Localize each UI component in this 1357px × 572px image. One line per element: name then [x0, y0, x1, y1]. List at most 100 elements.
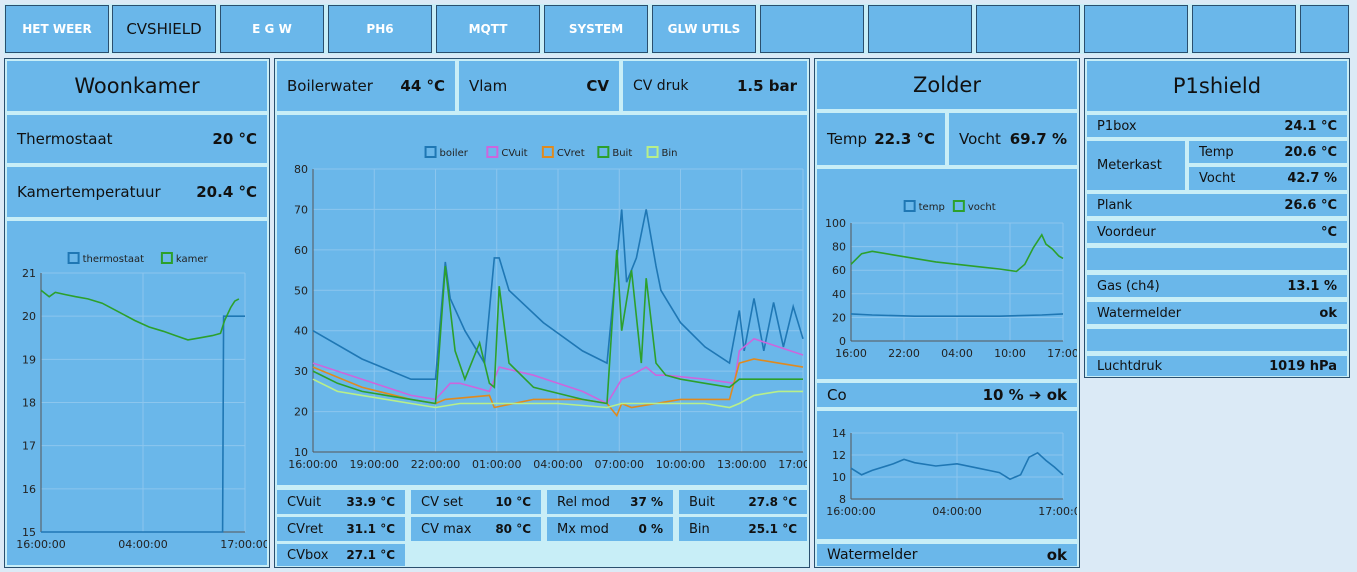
relmod-cell: Rel mod 37 %: [547, 490, 673, 514]
luchtdruk-value: 1019 hPa: [1269, 358, 1337, 374]
woonkamer-chart-cell: 15 16 17 18 19 20 21 16:00:00 04:00:00 17:00:00 th…: [7, 221, 270, 565]
zolder-watermelder-value: ok: [1046, 546, 1067, 564]
tab-mqtt[interactable]: MQTT: [436, 5, 540, 53]
voordeur-label: Voordeur: [1097, 224, 1156, 240]
tab-egw[interactable]: E G W: [220, 5, 324, 53]
tab-system[interactable]: SYSTEM: [544, 5, 648, 53]
y-tick-label: 20: [832, 311, 846, 324]
cvmax-cell: CV max 80 °C: [411, 517, 541, 541]
y-tick-label: 16: [22, 483, 36, 496]
plank-value: 26.6 °C: [1284, 197, 1337, 213]
legend-swatch: [597, 146, 610, 158]
p1-watermelder-row: Watermelder ok: [1087, 302, 1347, 324]
cv-chart-cell: 10 20 30 40 50 60 70 80 16:00:00 19:00:00 22:00:00…: [277, 115, 828, 485]
y-tick-label: 20: [294, 406, 308, 419]
meterkast-vocht-label: Vocht: [1199, 171, 1236, 186]
bin-label: Bin: [689, 521, 710, 537]
tab-empty-2[interactable]: [868, 5, 972, 53]
x-tick-label: 17:00: [1047, 347, 1077, 360]
meterkast-cell: Meterkast: [1087, 141, 1185, 190]
buit-value: 27.8 °C: [748, 495, 797, 509]
p1shield-panel: P1shield P1box 24.1 °C Meterkast Temp 20…: [1084, 58, 1350, 378]
y-tick-label: 18: [22, 397, 36, 410]
zolder-chart: 0 20 40 60 80 100 16:00 22:00 04:00 10:00 17:00 tem…: [825, 200, 1079, 360]
series-line: [850, 313, 1064, 317]
x-tick-label: 17:00:00: [1038, 505, 1077, 518]
cvret-value: 31.1 °C: [346, 522, 395, 536]
y-tick-label: 17: [22, 440, 36, 453]
legend-swatch: [903, 200, 916, 212]
thermostaat-value: 20 °C: [212, 130, 257, 148]
legend-label: Buit: [612, 148, 632, 159]
tab-ph6[interactable]: PH6: [328, 5, 432, 53]
mxmod-cell: Mx mod 0 %: [547, 517, 673, 541]
cvdruk-label: CV druk: [633, 78, 689, 94]
legend-label: vocht: [968, 202, 996, 213]
x-tick-label: 16:00: [835, 347, 867, 360]
y-tick-label: 70: [294, 203, 308, 216]
series-line: [41, 315, 245, 533]
y-tick-label: 80: [294, 163, 308, 176]
meterkast-temp-row: Temp 20.6 °C: [1189, 141, 1347, 163]
cvmax-label: CV max: [421, 521, 472, 537]
tab-empty-6[interactable]: [1300, 5, 1349, 53]
zolder-panel: Zolder Temp 22.3 °C Vocht 69.7 % 0 20 40 60…: [814, 58, 1088, 568]
legend-swatch: [486, 146, 499, 158]
woonkamer-title-cell: Woonkamer: [7, 61, 267, 111]
y-tick-label: 15: [22, 526, 36, 539]
series-line: [850, 233, 1064, 273]
plank-row: Plank 26.6 °C: [1087, 194, 1347, 216]
p1box-row: P1box 24.1 °C: [1087, 115, 1347, 137]
top-navigation: HET WEER CVSHIELD E G W PH6 MQTT SYSTEM …: [4, 4, 1350, 54]
voordeur-value: °C: [1320, 224, 1337, 240]
tab-het-weer[interactable]: HET WEER: [5, 5, 109, 53]
legend-label: Bin: [662, 148, 678, 159]
cvbox-label: CVbox: [287, 547, 329, 563]
bin-value: 25.1 °C: [748, 522, 797, 536]
tab-cvshield[interactable]: CVSHIELD: [112, 5, 216, 53]
series-line: [312, 378, 803, 409]
x-tick-label: 04:00:00: [118, 538, 167, 551]
y-tick-label: 21: [22, 267, 36, 280]
thermostaat-row: Thermostaat 20 °C: [7, 115, 267, 163]
cv-chart: 10 20 30 40 50 60 70 80 16:00:00 19:00:00 22:00:00…: [288, 146, 828, 471]
p1-watermelder-label: Watermelder: [1097, 305, 1182, 321]
series-line: [40, 289, 240, 341]
meterkast-vocht-row: Vocht 42.7 %: [1189, 167, 1347, 190]
legend-swatch: [646, 146, 659, 158]
y-tick-label: 10: [832, 471, 846, 484]
gas-row: Gas (ch4) 13.1 %: [1087, 275, 1347, 297]
meterkast-vocht-value: 42.7 %: [1287, 171, 1337, 186]
empty-row-1: [1087, 248, 1347, 270]
legend-swatch: [541, 146, 554, 158]
p1shield-title: P1shield: [1172, 74, 1262, 98]
y-tick-label: 12: [832, 449, 846, 462]
zolder-temp-label: Temp: [827, 130, 867, 148]
tab-empty-3[interactable]: [976, 5, 1080, 53]
zolder-watermelder-label: Watermelder: [827, 547, 918, 563]
buit-label: Buit: [689, 494, 715, 510]
y-tick-label: 14: [832, 427, 846, 440]
empty-row-2: [1087, 329, 1347, 351]
x-tick-label: 17:00:00: [778, 458, 807, 471]
woonkamer-panel: Woonkamer Thermostaat 20 °C Kamertempera…: [4, 58, 270, 568]
tab-empty-4[interactable]: [1084, 5, 1188, 53]
tab-empty-1[interactable]: [760, 5, 864, 53]
x-tick-label: 22:00: [888, 347, 920, 360]
y-tick-label: 40: [832, 288, 846, 301]
gas-label: Gas (ch4): [1097, 278, 1160, 294]
series-line: [850, 451, 1064, 481]
y-tick-label: 100: [825, 217, 846, 230]
zolder-vocht-label: Vocht: [959, 130, 1001, 148]
meterkast-temp-value: 20.6 °C: [1284, 144, 1337, 160]
thermostaat-label: Thermostaat: [17, 130, 113, 148]
cvret-label: CVret: [287, 521, 324, 537]
woonkamer-chart: 15 16 17 18 19 20 21 16:00:00 04:00:00 17:00:00 th…: [16, 252, 270, 551]
x-tick-label: 04:00:00: [932, 505, 981, 518]
y-tick-label: 8: [839, 493, 846, 506]
legend-label: CVret: [557, 148, 585, 159]
tab-glw-utils[interactable]: GLW UTILS: [652, 5, 756, 53]
tab-empty-5[interactable]: [1192, 5, 1296, 53]
y-tick-label: 60: [832, 264, 846, 277]
meterkast-label: Meterkast: [1097, 158, 1162, 173]
